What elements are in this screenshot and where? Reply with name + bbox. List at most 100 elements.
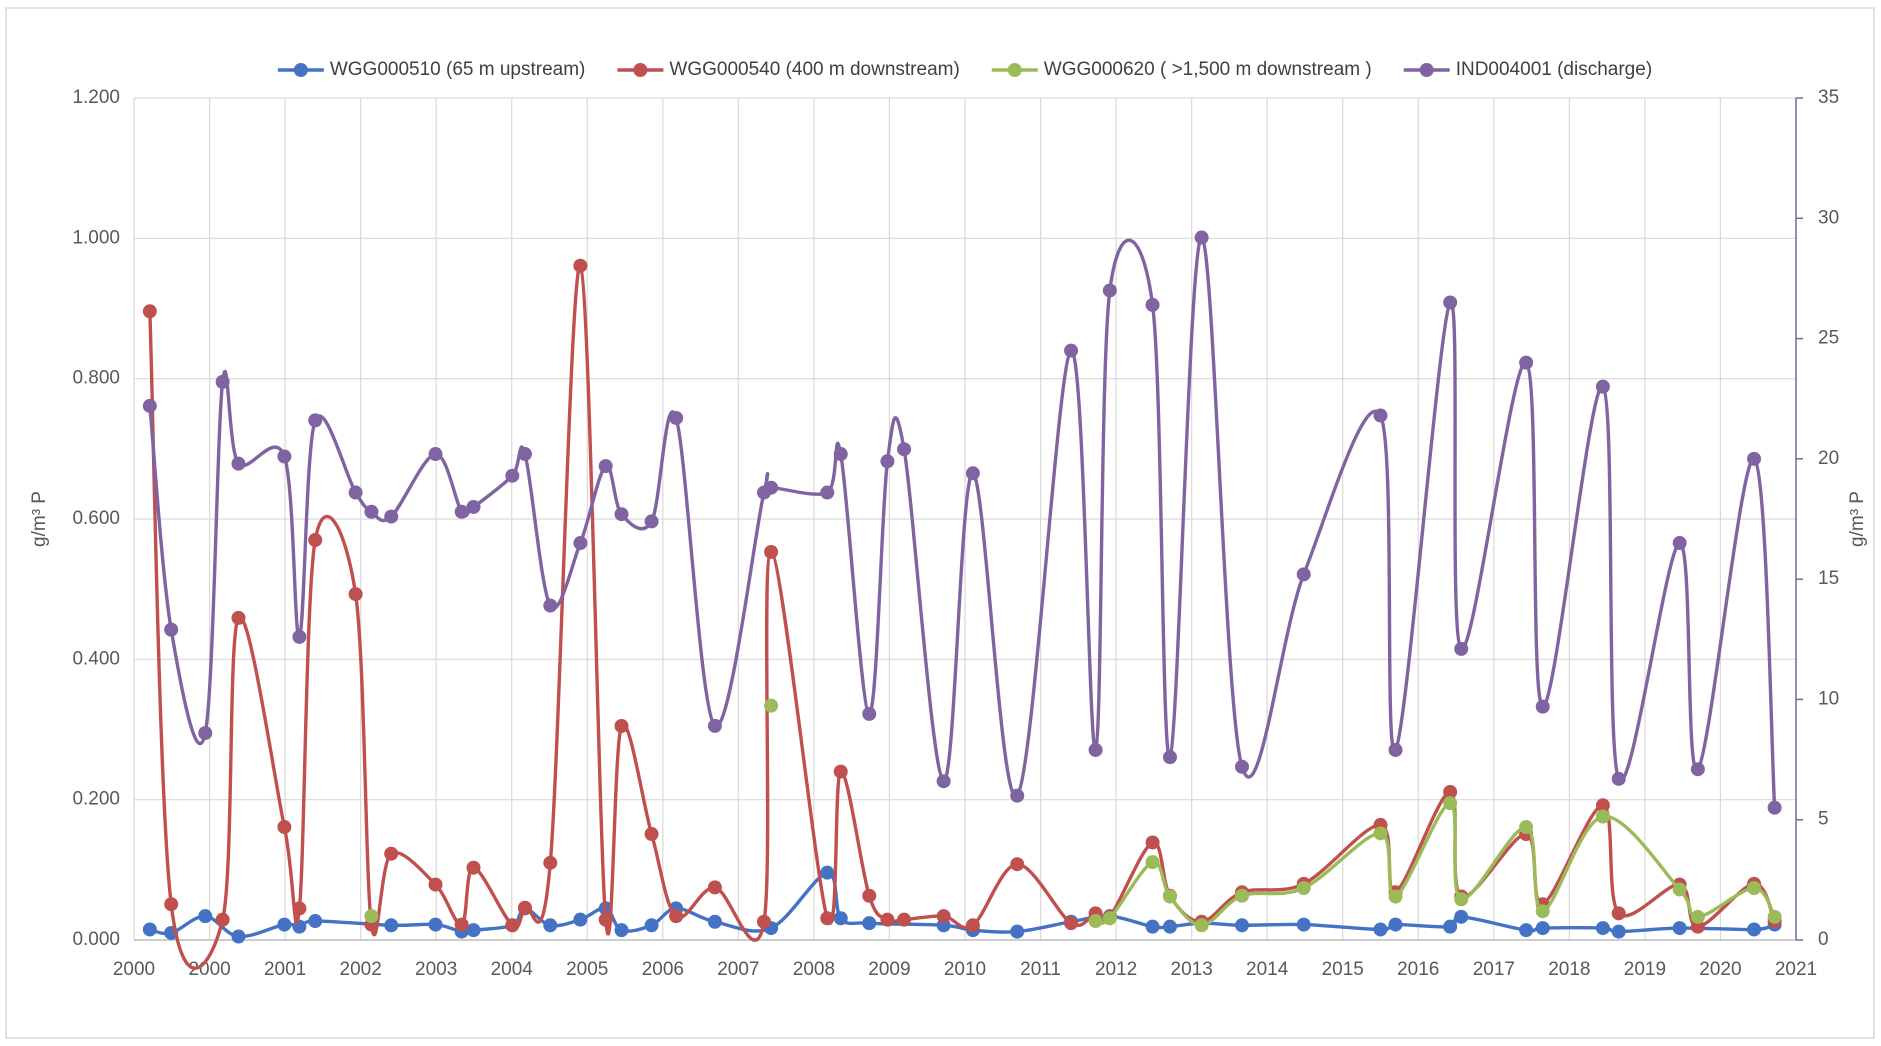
data-point bbox=[1535, 921, 1550, 936]
y2-tick-label: 5 bbox=[1818, 809, 1829, 830]
y2-tick-label: 0 bbox=[1818, 929, 1829, 950]
data-point bbox=[1611, 771, 1626, 786]
data-point bbox=[1162, 750, 1177, 765]
data-point bbox=[1388, 889, 1403, 904]
data-point bbox=[308, 533, 323, 548]
data-point bbox=[1454, 909, 1469, 924]
data-point bbox=[1296, 917, 1311, 932]
x-tick-label: 2020 bbox=[1699, 959, 1741, 980]
data-point bbox=[820, 865, 835, 880]
data-point bbox=[1145, 835, 1160, 850]
data-point bbox=[1162, 919, 1177, 934]
data-point bbox=[1235, 918, 1249, 933]
data-point bbox=[1595, 379, 1610, 394]
data-point bbox=[1373, 826, 1388, 841]
data-point bbox=[1088, 914, 1103, 929]
data-point bbox=[820, 911, 835, 926]
data-point bbox=[517, 900, 532, 915]
data-point bbox=[164, 897, 179, 912]
data-point bbox=[573, 258, 588, 273]
y-tick-label: 0.200 bbox=[72, 789, 120, 810]
data-point bbox=[1064, 343, 1079, 358]
y2-tick-label: 25 bbox=[1818, 328, 1839, 349]
x-tick-label: 2000 bbox=[188, 959, 230, 980]
data-point bbox=[573, 536, 588, 551]
data-point bbox=[1145, 855, 1160, 870]
data-point bbox=[364, 909, 379, 924]
x-tick-label: 2019 bbox=[1624, 959, 1666, 980]
data-point bbox=[1595, 921, 1610, 936]
data-point bbox=[644, 827, 659, 842]
y-tick-label: 1.200 bbox=[72, 87, 120, 108]
data-point bbox=[308, 413, 323, 428]
data-point bbox=[1194, 230, 1209, 245]
data-point bbox=[428, 917, 443, 932]
data-point bbox=[862, 706, 877, 721]
data-point bbox=[292, 629, 307, 644]
x-tick-label: 2017 bbox=[1473, 959, 1515, 980]
data-point bbox=[1102, 911, 1117, 926]
data-point bbox=[965, 466, 980, 481]
data-point bbox=[1690, 919, 1705, 934]
data-point bbox=[1388, 917, 1403, 932]
data-point bbox=[215, 374, 230, 389]
data-point bbox=[614, 507, 629, 522]
data-point bbox=[833, 764, 848, 779]
data-point bbox=[1611, 906, 1626, 921]
data-point bbox=[277, 449, 292, 464]
data-point bbox=[1296, 567, 1311, 582]
y-axis-label: g/m³ P bbox=[29, 491, 50, 547]
x-tick-label: 2000 bbox=[113, 959, 155, 980]
data-point bbox=[142, 922, 157, 937]
y-tick-label: 0.800 bbox=[72, 368, 120, 389]
x-tick-label: 2002 bbox=[340, 959, 382, 980]
data-point bbox=[1373, 922, 1388, 937]
legend-item: WGG000510 (65 m upstream) bbox=[277, 59, 585, 80]
data-point bbox=[466, 923, 481, 938]
data-point bbox=[1010, 924, 1025, 939]
x-tick-label: 2006 bbox=[642, 959, 684, 980]
data-point bbox=[614, 923, 629, 938]
data-point bbox=[707, 914, 722, 929]
data-point bbox=[1145, 297, 1160, 312]
data-point bbox=[1747, 922, 1762, 937]
data-point bbox=[1519, 355, 1534, 370]
data-point bbox=[1747, 881, 1762, 896]
data-point bbox=[428, 447, 443, 462]
data-point bbox=[292, 901, 307, 916]
data-point bbox=[644, 918, 659, 933]
data-point bbox=[1595, 809, 1610, 824]
data-point bbox=[466, 860, 481, 875]
data-point bbox=[862, 916, 877, 931]
data-point bbox=[215, 912, 230, 927]
data-point bbox=[384, 918, 399, 933]
data-point bbox=[1194, 918, 1209, 933]
data-point bbox=[384, 846, 399, 861]
data-point bbox=[1388, 742, 1403, 757]
y-tick-label: 0.000 bbox=[72, 929, 120, 950]
data-point bbox=[897, 442, 912, 457]
data-point bbox=[1010, 788, 1025, 803]
data-point bbox=[231, 456, 246, 471]
data-point bbox=[543, 598, 558, 613]
legend: WGG000510 (65 m upstream) WGG000540 (400 … bbox=[277, 59, 1652, 80]
x-tick-label: 2014 bbox=[1246, 959, 1289, 980]
data-point bbox=[142, 398, 157, 413]
data-point bbox=[277, 820, 292, 835]
data-point bbox=[505, 468, 520, 483]
data-point bbox=[897, 912, 912, 927]
data-point bbox=[764, 544, 779, 559]
x-tick-label: 2001 bbox=[264, 959, 306, 980]
x-tick-label: 2013 bbox=[1171, 959, 1213, 980]
data-point bbox=[1595, 798, 1610, 813]
legend-marker bbox=[1007, 63, 1022, 77]
data-point bbox=[1672, 882, 1687, 897]
data-point bbox=[669, 410, 684, 425]
legend-marker bbox=[293, 63, 308, 77]
data-point bbox=[543, 918, 558, 933]
data-point bbox=[598, 912, 613, 927]
data-point bbox=[614, 718, 629, 733]
data-point bbox=[1611, 924, 1626, 939]
x-tick-label: 2011 bbox=[1020, 959, 1061, 980]
